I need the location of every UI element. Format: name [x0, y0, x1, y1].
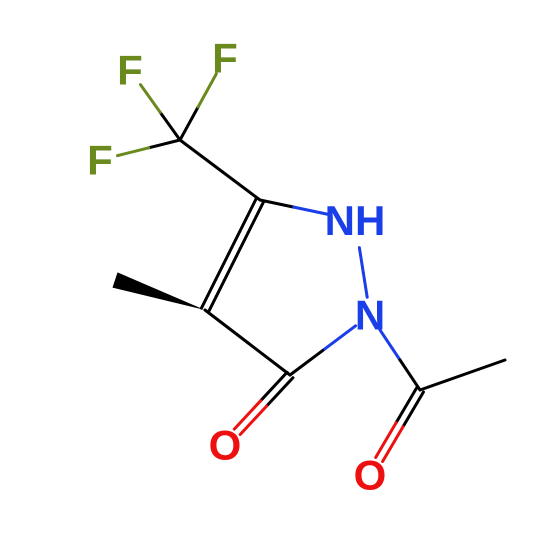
atom-label-f3: F	[87, 137, 113, 184]
molecule-canvas: FFFNHNOO	[0, 0, 533, 533]
atom-label-f2: F	[212, 35, 238, 82]
atom-label-o1: O	[209, 422, 242, 469]
atom-label-n2: N	[355, 292, 385, 339]
atom-label-f1: F	[117, 47, 143, 94]
atom-label-nh: NH	[325, 197, 386, 244]
atom-label-o2: O	[354, 452, 387, 499]
